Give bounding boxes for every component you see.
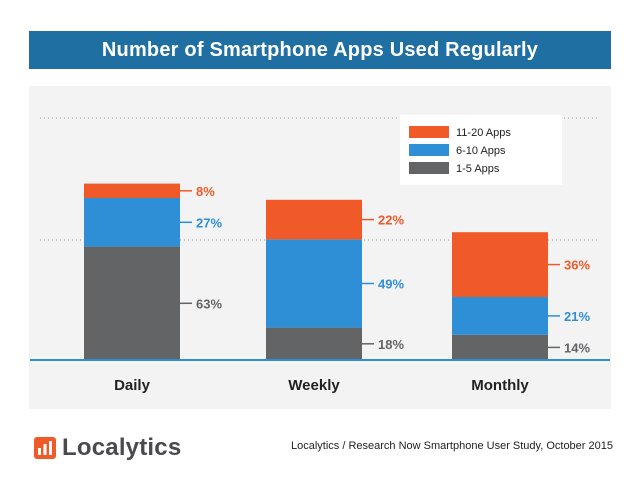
legend-swatch-11-20-apps [409,126,449,138]
x-tick-label-weekly: Weekly [288,377,340,394]
x-tick-label-monthly: Monthly [471,377,529,394]
localytics-logo-icon [34,437,56,459]
chart-title: Number of Smartphone Apps Used Regularly [101,38,539,61]
data-label-weekly-6-10-apps: 49% [378,277,404,292]
data-label-weekly-11-20-apps: 22% [378,213,404,228]
bar-weekly-11-20-apps [266,199,362,240]
data-label-monthly-6-10-apps: 21% [564,309,590,324]
bar-monthly-6-10-apps [452,297,548,335]
data-label-daily-6-10-apps: 27% [196,215,222,230]
source-citation: Localytics / Research Now Smartphone Use… [290,440,613,452]
bar-monthly-1-5-apps [452,334,548,360]
x-tick-label-daily: Daily [114,377,151,394]
data-label-monthly-1-5-apps: 14% [564,340,590,355]
data-label-monthly-11-20-apps: 36% [564,258,590,273]
bar-weekly-6-10-apps [266,239,362,328]
legend-label-6-10-apps: 6-10 Apps [456,145,506,157]
brand-logo: Localytics [34,433,181,463]
bar-weekly-1-5-apps [266,327,362,360]
chart-title-banner: Number of Smartphone Apps Used Regularly [29,31,611,69]
bar-monthly-11-20-apps [452,232,548,297]
legend-swatch-6-10-apps [409,144,449,156]
legend-label-1-5-apps: 1-5 Apps [456,163,500,175]
legend-swatch-1-5-apps [409,162,449,174]
data-label-daily-11-20-apps: 8% [196,184,215,199]
bar-daily-11-20-apps [84,183,180,198]
data-label-daily-1-5-apps: 63% [196,296,222,311]
brand-name: Localytics [62,434,182,461]
data-label-weekly-1-5-apps: 18% [378,337,404,352]
bar-daily-1-5-apps [84,246,180,360]
bar-daily-6-10-apps [84,198,180,247]
legend-label-11-20-apps: 11-20 Apps [456,127,511,139]
